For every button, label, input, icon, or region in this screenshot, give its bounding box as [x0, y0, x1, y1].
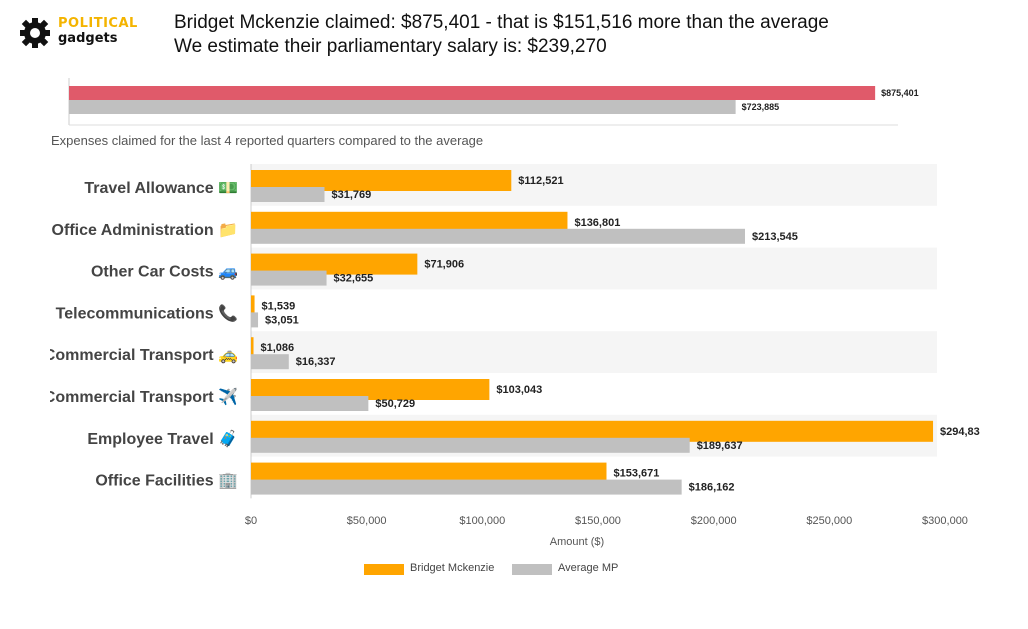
category-label: Travel Allowance 💵 — [84, 180, 238, 197]
person-bar-label: $136,801 — [574, 217, 620, 229]
x-tick-label: $50,000 — [347, 515, 387, 527]
x-tick-label: $250,000 — [806, 515, 852, 527]
average-bar[interactable] — [251, 270, 327, 286]
headline-claim: Bridget Mckenzie claimed: $875,401 - tha… — [174, 12, 829, 33]
legend-label-person: Bridget Mckenzie — [410, 562, 495, 574]
person-bar[interactable] — [251, 462, 607, 484]
person-bar-label: $71,906 — [424, 259, 464, 271]
legend-swatch-average — [512, 564, 552, 575]
chart-subtitle: Expenses claimed for the last 4 reported… — [51, 133, 484, 148]
average-bar-label: $16,337 — [296, 356, 336, 368]
headline-salary: We estimate their parliamentary salary i… — [174, 36, 607, 57]
average-bar-label: $3,051 — [265, 314, 299, 326]
average-bar[interactable] — [251, 396, 369, 411]
category-label: Office Administration 📁 — [52, 222, 238, 239]
person-bar[interactable] — [251, 211, 568, 233]
row-band — [251, 331, 937, 373]
x-tick-label: $100,000 — [459, 515, 505, 527]
gear-icon — [20, 18, 50, 48]
x-tick-label: $300,000 — [922, 515, 968, 527]
legend-label-average: Average MP — [558, 562, 619, 574]
category-label: Telecommunications 📞 — [56, 302, 238, 322]
summary-bar-label: $875,401 — [881, 88, 919, 98]
expenses-bar-chart: Travel Allowance 💵 $112,521 $31,769 Office … — [44, 164, 980, 548]
average-bar[interactable] — [251, 437, 690, 453]
person-bar[interactable] — [251, 253, 418, 275]
summary-bar-label: $723,885 — [742, 102, 780, 112]
person-bar[interactable] — [251, 295, 255, 317]
person-bar-label: $103,043 — [496, 384, 542, 396]
logo-text-political: POLITICAL — [58, 16, 138, 31]
x-tick-label: $200,000 — [691, 515, 737, 527]
person-bar[interactable] — [251, 379, 490, 400]
headline: Bridget Mckenzie claimed: $875,401 - tha… — [174, 11, 829, 59]
category-label: Commercial Transport ✈️ — [44, 387, 238, 406]
average-bar[interactable] — [251, 479, 682, 495]
summary-bar-chart: $875,401 $723,885 — [68, 78, 919, 126]
average-bar[interactable] — [251, 354, 289, 370]
political-gadgets-logo[interactable]: POLITICAL gadgets — [18, 14, 158, 54]
average-bar[interactable] — [251, 312, 259, 328]
person-bar[interactable] — [251, 337, 254, 359]
average-bar[interactable] — [251, 228, 746, 244]
summary-bar[interactable] — [69, 86, 876, 100]
category-label: Commercial Transport 🚕 — [44, 347, 238, 364]
x-tick-label: $0 — [245, 515, 257, 527]
category-label: Employee Travel 🧳 — [87, 429, 238, 448]
average-bar-label: $213,545 — [752, 231, 798, 243]
average-bar-label: $31,769 — [331, 189, 371, 201]
average-bar-label: $32,655 — [334, 273, 374, 285]
average-bar-label: $50,729 — [375, 398, 415, 410]
legend-swatch-person — [364, 564, 404, 575]
category-label: Office Facilities 🏢 — [95, 473, 238, 490]
person-bar[interactable] — [251, 420, 934, 442]
person-bar-label: $153,671 — [613, 468, 659, 480]
logo-text-gadgets: gadgets — [58, 31, 118, 46]
x-axis-title: Amount ($) — [550, 536, 604, 548]
average-bar-label: $186,162 — [689, 482, 735, 494]
category-label: Other Car Costs 🚙 — [91, 264, 238, 281]
person-bar-label: $294,83 — [940, 426, 980, 438]
summary-bar[interactable] — [69, 100, 736, 114]
person-bar[interactable] — [251, 170, 512, 191]
person-bar-label: $1,539 — [262, 300, 296, 312]
person-bar-label: $112,521 — [518, 175, 563, 187]
x-tick-label: $150,000 — [575, 515, 621, 527]
average-bar[interactable] — [251, 187, 325, 202]
average-bar-label: $189,637 — [697, 440, 743, 452]
person-bar-label: $1,086 — [261, 342, 295, 354]
